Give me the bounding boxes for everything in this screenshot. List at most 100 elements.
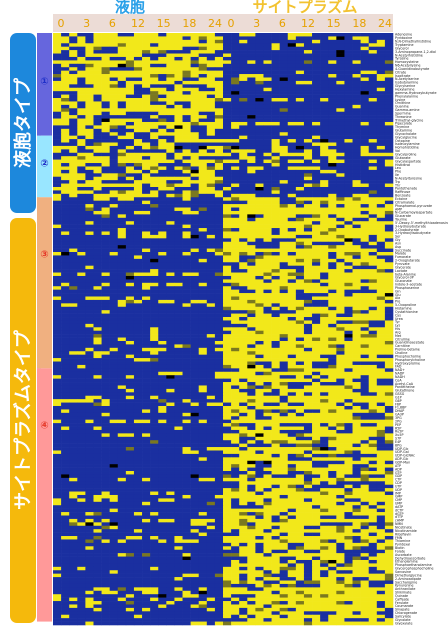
heatmap-cell <box>344 166 353 171</box>
heatmap-cell <box>69 43 78 47</box>
heatmap-cell <box>231 118 240 123</box>
heatmap-cell <box>303 80 313 85</box>
heatmap-cell <box>360 405 370 410</box>
heatmap-cell <box>166 262 175 266</box>
heatmap-cell <box>328 94 337 99</box>
heatmap-cell <box>231 43 240 47</box>
heatmap-cell <box>214 392 224 397</box>
heatmap-cell <box>117 190 127 195</box>
heatmap-cell <box>247 84 256 89</box>
heatmap-cell <box>223 104 232 109</box>
heatmap-cell <box>206 36 216 41</box>
heatmap-cell <box>279 228 289 232</box>
heatmap-cell <box>206 395 216 400</box>
heatmap-cell <box>255 423 264 427</box>
heatmap-cell <box>166 197 175 201</box>
heatmap-cell <box>312 125 321 130</box>
heatmap-cell <box>190 269 200 273</box>
heatmap-cell <box>231 87 240 92</box>
heatmap-cell <box>344 193 353 198</box>
heatmap-cell <box>150 176 159 181</box>
heatmap-cell <box>287 258 297 263</box>
heatmap-cell <box>247 91 256 95</box>
heatmap-cell <box>368 378 378 383</box>
heatmap-cell <box>190 87 200 92</box>
heatmap-cell <box>328 275 337 280</box>
heatmap-cell <box>53 125 62 130</box>
heatmap-cell <box>368 234 378 239</box>
heatmap-cell <box>384 176 394 181</box>
heatmap-cell <box>198 378 208 383</box>
heatmap-cell <box>279 186 289 191</box>
heatmap-cell <box>352 94 361 99</box>
heatmap-cell <box>109 77 119 82</box>
heatmap-cell <box>328 149 337 154</box>
heatmap-cell <box>320 94 329 99</box>
heatmap-cell <box>182 145 191 150</box>
heatmap-cell <box>336 296 345 301</box>
heatmap-cell <box>328 382 337 386</box>
heatmap-cell <box>352 163 361 167</box>
heatmap-cell <box>69 63 78 68</box>
heatmap-cell <box>125 111 135 116</box>
heatmap-cell <box>360 385 370 390</box>
heatmap-cell <box>328 139 337 143</box>
heatmap-cell <box>69 313 78 318</box>
heatmap-cell <box>158 419 167 424</box>
heatmap-cell <box>190 299 200 304</box>
heatmap-cell <box>93 91 102 95</box>
heatmap-cell <box>61 193 70 198</box>
heatmap-cell <box>150 262 159 266</box>
heatmap-cell <box>150 272 159 277</box>
heatmap-cell <box>239 265 248 270</box>
heatmap-cell <box>101 429 110 434</box>
heatmap-cell <box>182 262 191 266</box>
heatmap-cell <box>109 347 119 352</box>
heatmap-cell <box>271 248 280 253</box>
heatmap-cell <box>77 382 86 386</box>
heatmap-cell <box>247 135 256 140</box>
heatmap-cell <box>53 204 62 208</box>
heatmap-cell <box>190 214 200 219</box>
heatmap-cell <box>109 255 119 260</box>
heatmap-cell <box>206 375 216 379</box>
heatmap-cell <box>295 323 305 328</box>
heatmap-cell <box>287 149 297 154</box>
heatmap-cell <box>182 210 191 215</box>
heatmap-cell <box>223 217 232 222</box>
heatmap-cell <box>101 169 110 174</box>
heatmap-cell <box>287 405 297 410</box>
heatmap-cell <box>344 296 353 301</box>
heatmap-cell <box>303 399 313 403</box>
heatmap-cell <box>263 132 272 136</box>
heatmap-cell <box>133 423 143 427</box>
heatmap-cell <box>198 409 208 414</box>
heatmap-cell <box>352 303 361 308</box>
heatmap-cell <box>271 217 280 222</box>
heatmap-cell <box>231 299 240 304</box>
heatmap-cell <box>214 50 224 54</box>
heatmap-cell <box>328 152 337 157</box>
heatmap-cell <box>101 368 110 373</box>
heatmap-cell <box>77 429 86 434</box>
heatmap-cell <box>255 262 264 266</box>
heatmap-cell <box>101 334 110 338</box>
heatmap-cell <box>344 252 353 256</box>
heatmap-cell <box>53 210 62 215</box>
heatmap-cell <box>174 156 183 160</box>
heatmap-cell <box>303 190 313 195</box>
heatmap-cell <box>263 135 272 140</box>
heatmap-cell <box>117 382 127 386</box>
heatmap-cell <box>384 310 394 314</box>
heatmap-cell <box>279 368 289 373</box>
heatmap-cell <box>223 361 232 366</box>
heatmap-cell <box>279 77 289 82</box>
heatmap-cell <box>320 193 329 198</box>
heatmap-cell <box>158 330 167 335</box>
heatmap-cell <box>85 371 94 376</box>
heatmap-cell <box>336 388 345 393</box>
heatmap-cell <box>295 361 305 366</box>
heatmap-cell <box>360 56 370 61</box>
heatmap-cell <box>198 173 208 178</box>
heatmap-cell <box>150 186 159 191</box>
